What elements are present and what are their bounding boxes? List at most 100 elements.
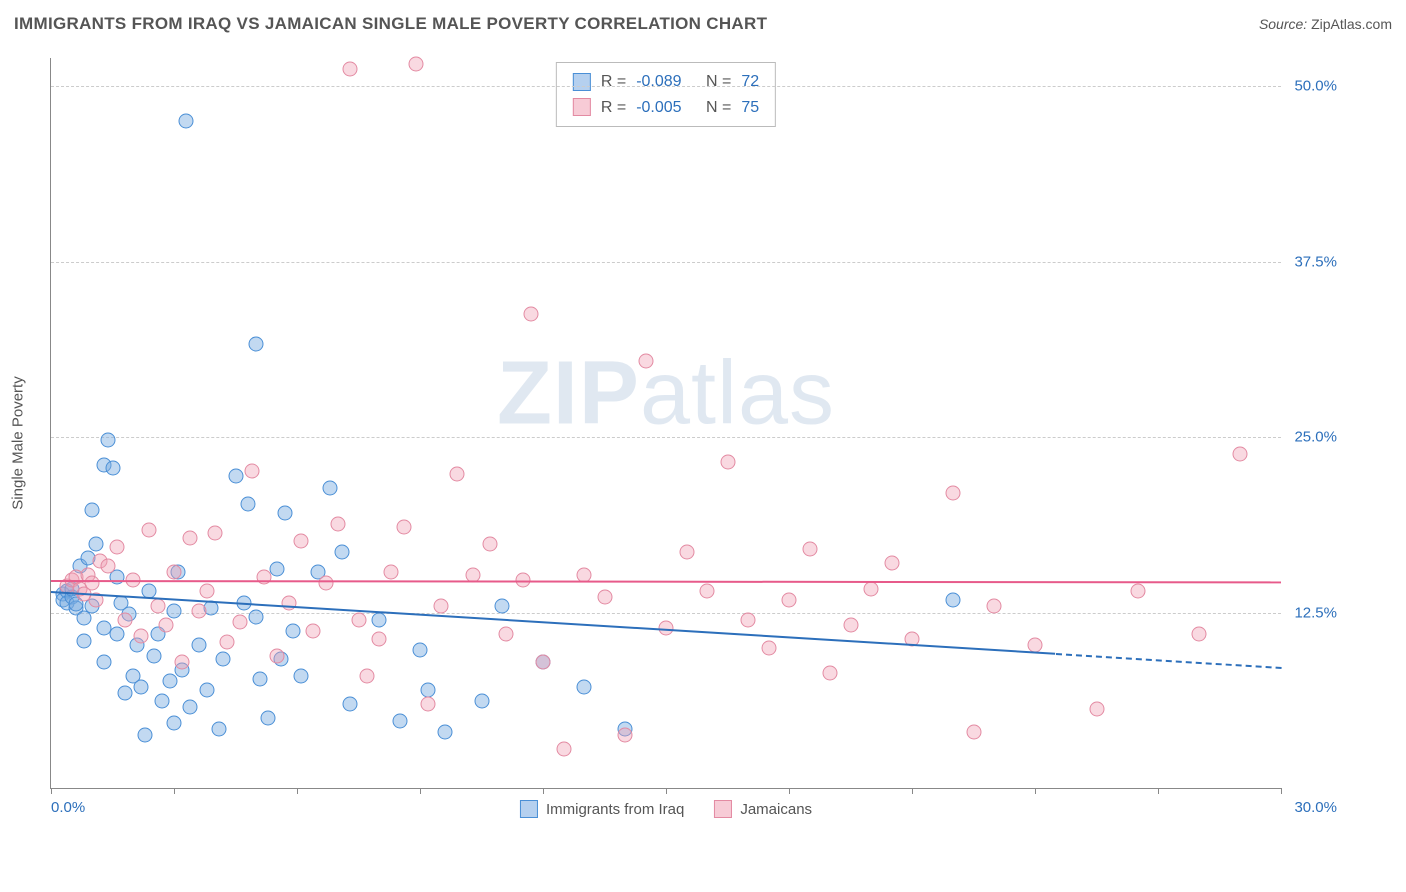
point-jamaican	[101, 559, 116, 574]
bottom-legend: Immigrants from Iraq Jamaicans	[520, 800, 812, 818]
point-jamaican	[523, 306, 538, 321]
point-jamaican	[761, 640, 776, 655]
point-iraq	[146, 649, 161, 664]
point-iraq	[322, 480, 337, 495]
point-iraq	[167, 716, 182, 731]
legend-item-series2: Jamaicans	[714, 800, 812, 818]
x-tick	[789, 788, 790, 794]
point-jamaican	[134, 629, 149, 644]
point-iraq	[138, 727, 153, 742]
point-iraq	[85, 503, 100, 518]
point-jamaican	[384, 564, 399, 579]
point-iraq	[76, 611, 91, 626]
point-iraq	[335, 545, 350, 560]
point-iraq	[89, 536, 104, 551]
r-value: -0.089	[636, 69, 681, 95]
r-value: -0.005	[636, 95, 681, 121]
point-jamaican	[823, 665, 838, 680]
point-jamaican	[618, 727, 633, 742]
point-iraq	[372, 612, 387, 627]
x-tick	[543, 788, 544, 794]
point-iraq	[191, 637, 206, 652]
point-iraq	[577, 679, 592, 694]
point-jamaican	[884, 556, 899, 571]
point-jamaican	[966, 724, 981, 739]
point-iraq	[249, 337, 264, 352]
watermark-zip: ZIP	[497, 343, 640, 443]
point-jamaican	[1130, 584, 1145, 599]
point-iraq	[343, 696, 358, 711]
x-tick	[666, 788, 667, 794]
point-iraq	[240, 497, 255, 512]
point-iraq	[179, 114, 194, 129]
chart-source: Source: ZipAtlas.com	[1259, 16, 1392, 32]
regression-line	[51, 580, 1281, 583]
point-iraq	[421, 682, 436, 697]
y-tick-label: 37.5%	[1294, 253, 1337, 270]
point-jamaican	[294, 533, 309, 548]
point-iraq	[261, 710, 276, 725]
n-label: N =	[706, 69, 731, 95]
point-iraq	[97, 654, 112, 669]
point-jamaican	[343, 62, 358, 77]
point-jamaican	[720, 455, 735, 470]
point-iraq	[392, 713, 407, 728]
point-jamaican	[167, 564, 182, 579]
point-jamaican	[220, 635, 235, 650]
point-jamaican	[802, 542, 817, 557]
source-value: ZipAtlas.com	[1311, 16, 1392, 32]
point-iraq	[216, 651, 231, 666]
swatch-pink-icon	[714, 800, 732, 818]
legend-label: Jamaicans	[740, 801, 812, 818]
stats-row-series1: R = -0.089 N = 72	[573, 69, 759, 95]
n-value: 72	[741, 69, 759, 95]
x-tick	[297, 788, 298, 794]
point-jamaican	[269, 649, 284, 664]
source-label: Source:	[1259, 16, 1307, 32]
chart-header: IMMIGRANTS FROM IRAQ VS JAMAICAN SINGLE …	[14, 14, 1392, 34]
watermark: ZIPatlas	[497, 342, 835, 445]
point-jamaican	[183, 531, 198, 546]
point-jamaican	[331, 517, 346, 532]
point-jamaican	[199, 584, 214, 599]
point-jamaican	[536, 654, 551, 669]
point-jamaican	[142, 522, 157, 537]
point-iraq	[285, 623, 300, 638]
point-iraq	[249, 609, 264, 624]
point-iraq	[413, 643, 428, 658]
point-jamaican	[109, 539, 124, 554]
point-jamaican	[864, 581, 879, 596]
point-iraq	[101, 432, 116, 447]
x-tick	[1158, 788, 1159, 794]
point-jamaican	[482, 536, 497, 551]
gridline	[51, 262, 1281, 263]
swatch-blue-icon	[520, 800, 538, 818]
x-tick	[174, 788, 175, 794]
stats-legend-box: R = -0.089 N = 72 R = -0.005 N = 75	[556, 62, 776, 127]
point-iraq	[228, 469, 243, 484]
point-iraq	[437, 724, 452, 739]
point-iraq	[199, 682, 214, 697]
point-jamaican	[1028, 637, 1043, 652]
x-tick	[912, 788, 913, 794]
point-jamaican	[372, 632, 387, 647]
point-jamaican	[1192, 626, 1207, 641]
y-tick-label: 25.0%	[1294, 429, 1337, 446]
point-iraq	[253, 671, 268, 686]
point-jamaican	[351, 612, 366, 627]
gridline	[51, 437, 1281, 438]
point-jamaican	[597, 590, 612, 605]
n-label: N =	[706, 95, 731, 121]
swatch-pink-icon	[573, 98, 591, 116]
point-iraq	[946, 592, 961, 607]
point-jamaican	[782, 592, 797, 607]
legend-label: Immigrants from Iraq	[546, 801, 684, 818]
point-jamaican	[946, 486, 961, 501]
point-jamaican	[191, 604, 206, 619]
point-jamaican	[638, 354, 653, 369]
chart-title: IMMIGRANTS FROM IRAQ VS JAMAICAN SINGLE …	[14, 14, 767, 34]
y-axis-label: Single Male Poverty	[10, 376, 27, 509]
x-axis-min-label: 0.0%	[51, 799, 85, 816]
point-iraq	[212, 722, 227, 737]
point-jamaican	[318, 576, 333, 591]
